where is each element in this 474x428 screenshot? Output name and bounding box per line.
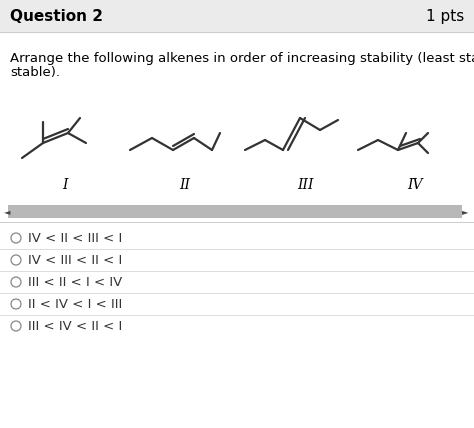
Text: IV < II < III < I: IV < II < III < I (28, 232, 122, 244)
Text: III < II < I < IV: III < II < I < IV (28, 276, 122, 288)
Text: 1 pts: 1 pts (426, 9, 464, 24)
Text: Question 2: Question 2 (10, 9, 103, 24)
Circle shape (11, 277, 21, 287)
Text: IV: IV (407, 178, 423, 192)
Text: III < IV < II < I: III < IV < II < I (28, 319, 122, 333)
Text: I: I (62, 178, 68, 192)
Text: ◄: ◄ (4, 207, 10, 216)
Circle shape (11, 255, 21, 265)
Bar (0, 0, 474, 32)
Circle shape (11, 299, 21, 309)
Text: II < IV < I < III: II < IV < I < III (28, 297, 122, 310)
Text: III: III (297, 178, 313, 192)
Text: ►: ► (462, 207, 468, 216)
Text: IV < III < II < I: IV < III < II < I (28, 253, 122, 267)
Text: II: II (180, 178, 191, 192)
Circle shape (11, 321, 21, 331)
Text: Arrange the following alkenes in order of increasing stability (least stable to : Arrange the following alkenes in order o… (10, 51, 474, 65)
Circle shape (11, 233, 21, 243)
Bar (8, 205, 462, 218)
Text: stable).: stable). (10, 65, 60, 78)
